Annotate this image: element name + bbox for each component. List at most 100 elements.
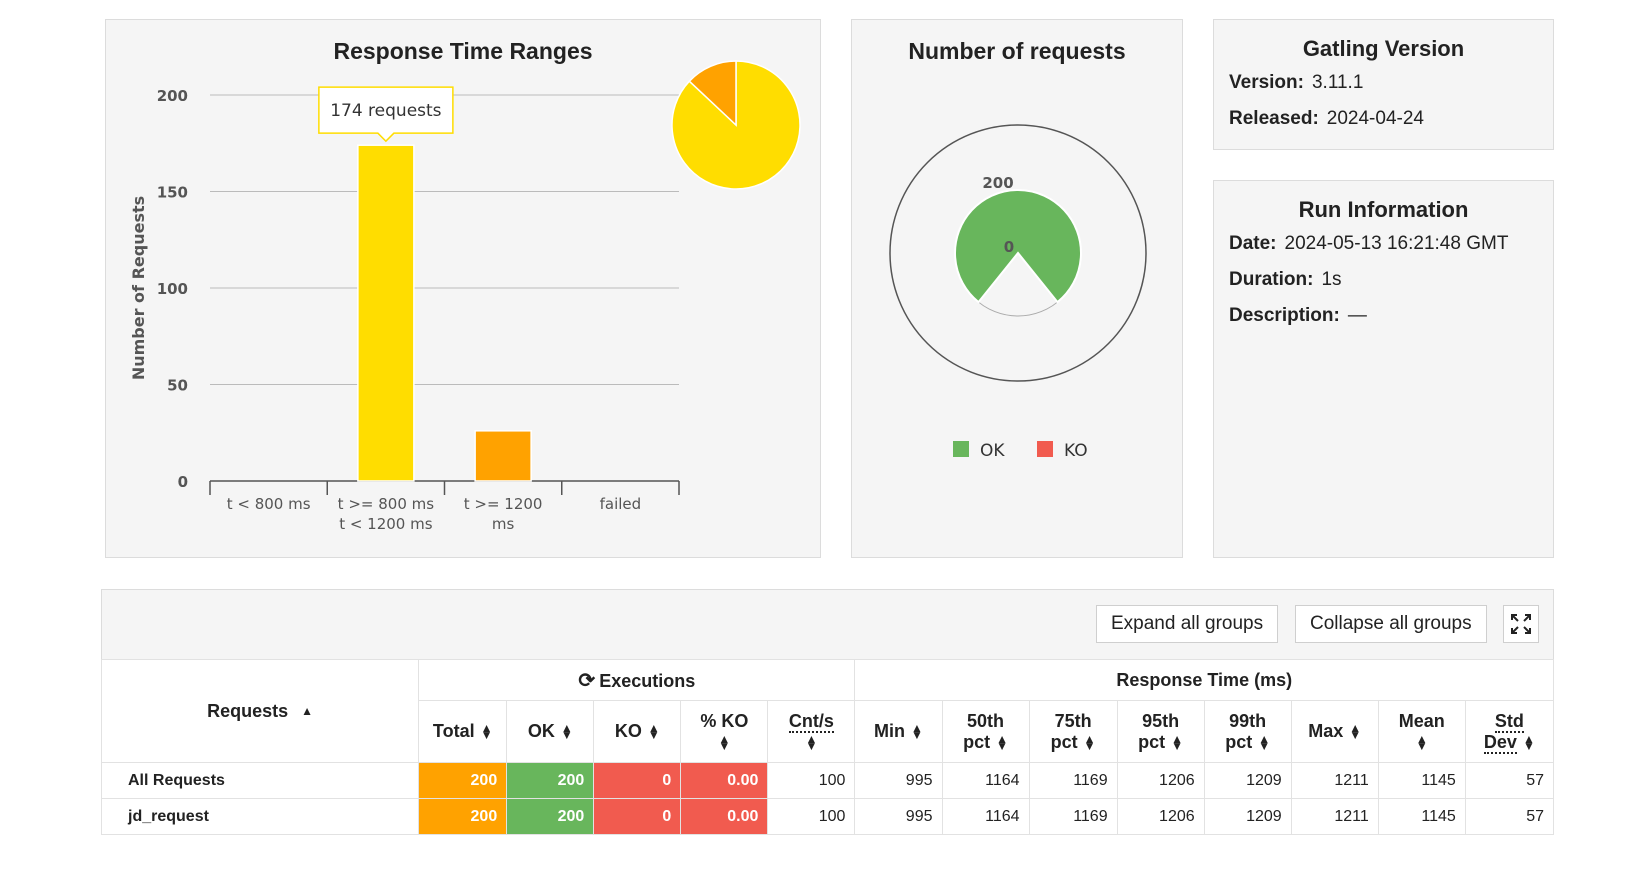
cell-p50: 1164 [941, 762, 1030, 799]
x-tick-label: failed [600, 495, 642, 513]
col-p75[interactable]: 75th pct ▲ ▼ [1028, 700, 1118, 763]
cell-mean: 1145 [1377, 798, 1466, 835]
col-ok[interactable]: OK ▲ ▼ [506, 700, 595, 763]
cell-std: 57 [1464, 762, 1555, 799]
cell-p99: 1209 [1203, 798, 1292, 835]
col-min-label: Min [874, 721, 906, 741]
number-of-requests-panel: Number of requests 200 0 OK KO [851, 19, 1183, 558]
refresh-icon: ⟳ [578, 669, 596, 692]
col-std-label: Std [1494, 710, 1524, 733]
row-name[interactable]: jd_request [100, 798, 420, 835]
cell-max: 1211 [1290, 798, 1379, 835]
cell-total: 200 [418, 798, 508, 835]
executions-header-label: Executions [599, 670, 696, 691]
collapse-all-groups-button[interactable]: Collapse all groups [1295, 605, 1487, 643]
sort-icon: ▲ ▼ [647, 721, 660, 743]
sort-icon: ▲ ▼ [480, 721, 493, 743]
cell-std: 57 [1464, 798, 1555, 835]
date-value: 2024-05-13 16:21:48 GMT [1284, 233, 1509, 254]
col-p50-label: 50th [967, 710, 1005, 731]
gatling-version-panel: Gatling Version Version: 3.11.1 Released:… [1213, 19, 1554, 150]
col-p95[interactable]: 95th pct ▲ ▼ [1116, 700, 1205, 763]
cell-pct-ko: 0.00 [680, 798, 769, 835]
y-tick-label: 150 [157, 184, 188, 202]
col-p99-label: 99th [1229, 710, 1267, 731]
sort-icon: ▲ ▼ [718, 731, 731, 753]
col-cnt-label: Cnt/s [788, 710, 834, 733]
expand-icon [1511, 614, 1531, 634]
tooltip-box [318, 86, 454, 143]
cell-p99: 1209 [1203, 762, 1292, 799]
statistics-table: Requests ▲ ⟳ Executions Response Time (ms… [100, 659, 1555, 835]
x-tick-label: t >= 1200 [464, 495, 543, 513]
cell-p75: 1169 [1028, 762, 1118, 799]
cell-mean: 1145 [1377, 762, 1466, 799]
cell-pct-ko: 0.00 [680, 762, 769, 799]
cell-p95: 1206 [1116, 798, 1205, 835]
fullscreen-button[interactable] [1503, 605, 1539, 643]
number-of-requests-chart: 200 0 OK KO [889, 124, 1147, 461]
requests-header-label: Requests [207, 700, 289, 721]
duration-label: Duration: [1229, 269, 1314, 290]
legend-ok-label[interactable]: OK [980, 441, 1005, 461]
legend-ko-swatch [1037, 441, 1053, 457]
col-max[interactable]: Max ▲ ▼ [1290, 700, 1379, 763]
sort-icon: ▲ ▼ [1258, 731, 1271, 753]
sort-icon: ▲ ▼ [996, 731, 1008, 753]
col-ko[interactable]: KO ▲ ▼ [593, 700, 682, 763]
version-row: Version: 3.11.1 [1229, 72, 1553, 94]
date-label: Date: [1229, 233, 1277, 254]
col-ok-label: OK [527, 721, 555, 741]
version-label: Version: [1229, 72, 1304, 93]
x-tick-label: t < 800 ms [227, 495, 311, 513]
legend-ko-label[interactable]: KO [1064, 441, 1088, 461]
cell-ok: 200 [506, 798, 595, 835]
table-row: All Requests 200 200 0 0.00 100 995 1164… [100, 762, 1555, 799]
ok-sector [954, 189, 1082, 304]
executions-header: ⟳ Executions [418, 659, 856, 701]
description-value: — [1347, 305, 1367, 326]
sort-icon: ▲ ▼ [1522, 731, 1535, 753]
duration-value: 1s [1321, 269, 1342, 290]
col-pct-ko[interactable]: % KO ▲ ▼ [680, 700, 769, 763]
response-time-ranges-panel: Response Time Ranges 200 150 100 50 0 Number … [105, 19, 821, 558]
cell-ko: 0 [593, 798, 682, 835]
inner-value-label: 0 [1004, 238, 1014, 256]
cell-p50: 1164 [941, 798, 1030, 835]
requests-header[interactable]: Requests ▲ [100, 659, 420, 763]
col-cnt[interactable]: Cnt/s ▲ ▼ [767, 700, 856, 763]
col-p50[interactable]: 50th pct ▲ ▼ [941, 700, 1030, 763]
bar [357, 144, 415, 482]
released-value: 2024-04-24 [1326, 108, 1424, 129]
description-label: Description: [1229, 305, 1340, 326]
cell-min: 995 [854, 798, 943, 835]
cell-total: 200 [418, 762, 508, 799]
statistics-table-wrap: Requests ▲ ⟳ Executions Response Time (ms… [100, 659, 1555, 835]
col-mean-label: Mean [1398, 710, 1445, 731]
col-total[interactable]: Total ▲ ▼ [418, 700, 508, 763]
col-total-label: Total [432, 721, 475, 741]
released-row: Released: 2024-04-24 [1229, 108, 1553, 130]
x-tick-label: t < 1200 ms [339, 515, 433, 533]
col-min[interactable]: Min ▲ ▼ [854, 700, 943, 763]
number-of-requests-title: Number of requests [908, 38, 1126, 64]
col-std[interactable]: Std Dev ▲ ▼ [1464, 700, 1555, 763]
legend-ok-swatch [953, 441, 969, 457]
tooltip-text: 174 requests [330, 101, 441, 121]
description-row: Description: — [1229, 305, 1553, 327]
expand-all-groups-button[interactable]: Expand all groups [1096, 605, 1279, 643]
response-time-ranges-chart: 200 150 100 50 0 Number of Requests t < 800 ms… [129, 60, 801, 533]
y-tick-label: 50 [167, 377, 188, 395]
col-p99[interactable]: 99th pct ▲ ▼ [1203, 700, 1292, 763]
sort-asc-icon: ▲ [301, 703, 314, 718]
col-ko-label: KO [614, 721, 642, 741]
col-pct-ko-label: % KO [700, 710, 749, 731]
row-name[interactable]: All Requests [100, 762, 420, 799]
cell-ko: 0 [593, 762, 682, 799]
gatling-version-title: Gatling Version [1302, 36, 1465, 61]
col-mean[interactable]: Mean ▲ ▼ [1377, 700, 1466, 763]
col-p50-sub: pct [963, 731, 991, 752]
sort-icon: ▲ ▼ [911, 721, 923, 743]
sort-icon: ▲ ▼ [560, 721, 573, 743]
response-time-header: Response Time (ms) [854, 659, 1554, 701]
